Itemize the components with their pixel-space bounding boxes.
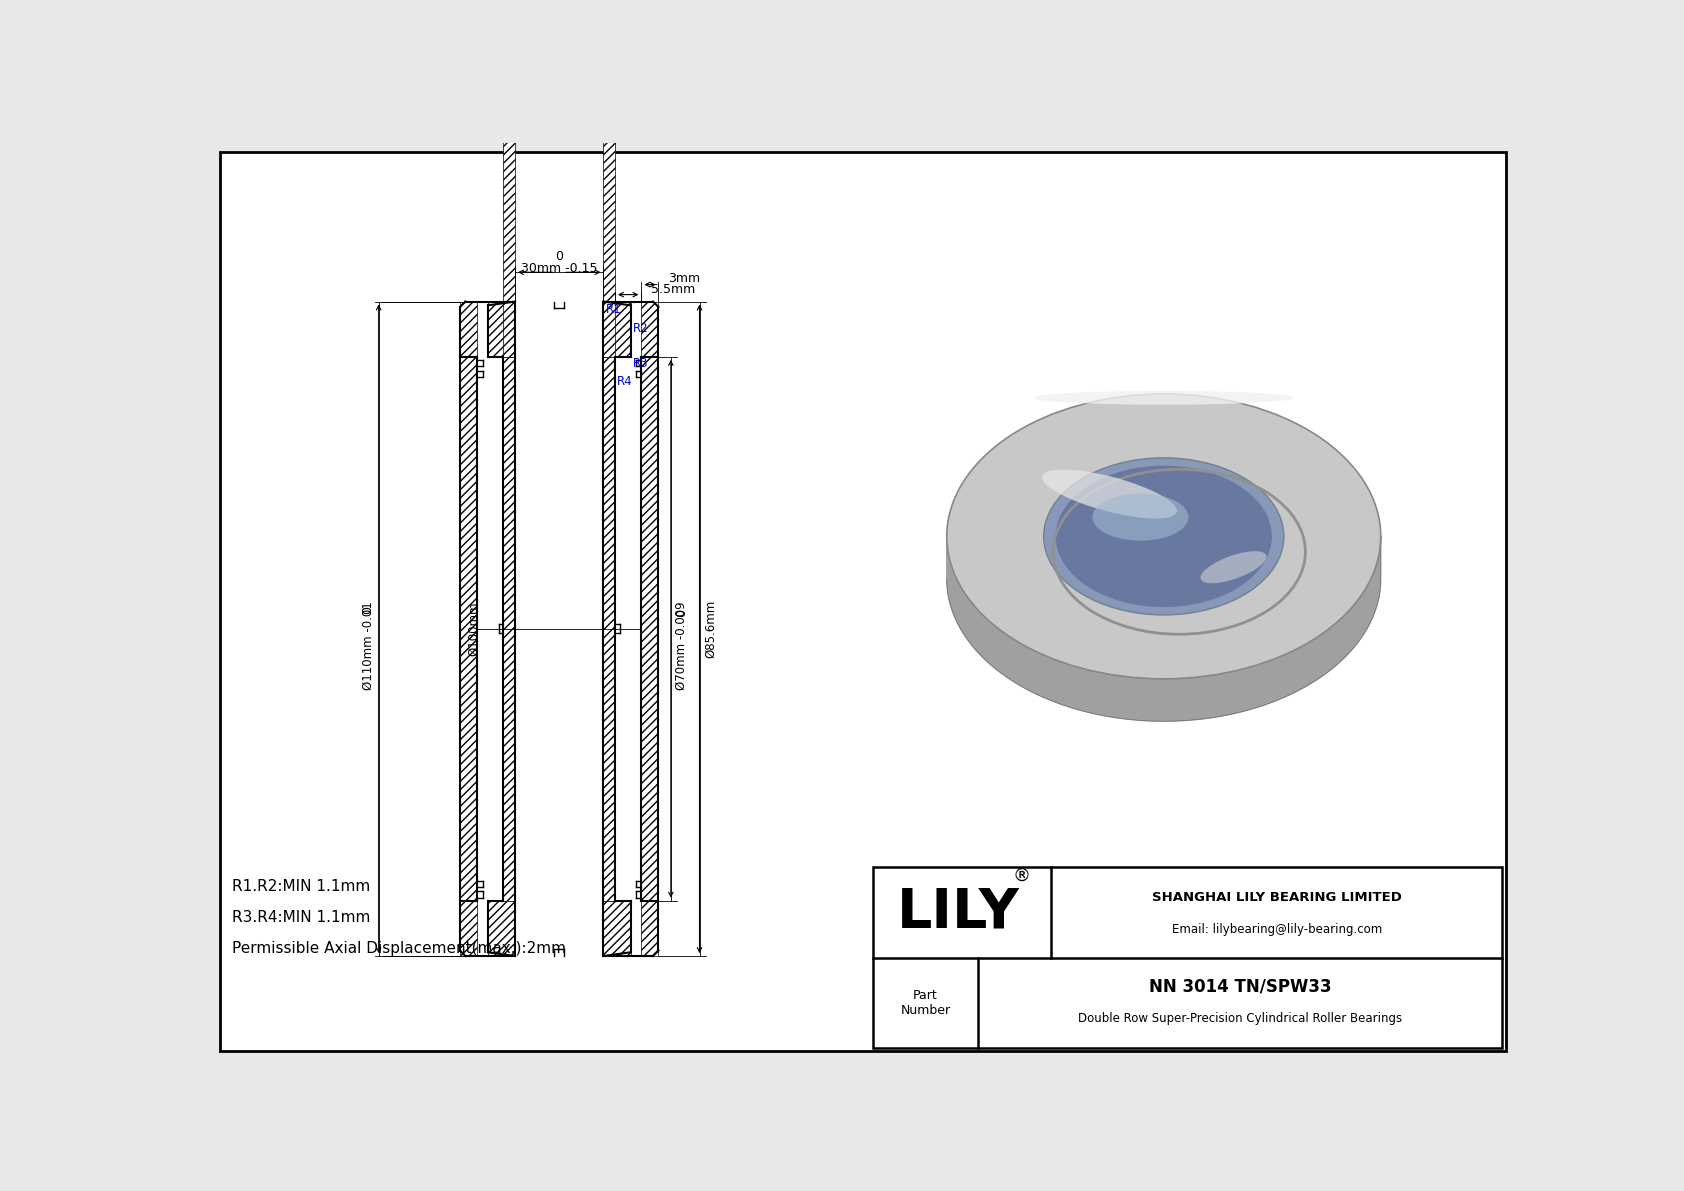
Text: Part
Number: Part Number [901, 990, 950, 1017]
Text: R2: R2 [633, 322, 648, 335]
Ellipse shape [1044, 500, 1283, 657]
Bar [488, 900, 515, 956]
Text: 0: 0 [556, 250, 562, 263]
Bar [488, 301, 515, 357]
Text: Ø85.6mm: Ø85.6mm [704, 599, 717, 657]
Bar [603, 357, 615, 900]
Bar [603, 900, 630, 956]
Polygon shape [946, 536, 1381, 722]
Text: Double Row Super-Precision Cylindrical Roller Bearings: Double Row Super-Precision Cylindrical R… [1078, 1012, 1403, 1025]
Text: 5.5mm: 5.5mm [650, 283, 695, 297]
Text: R3: R3 [633, 356, 648, 369]
Text: Email: lilybearing@lily-bearing.com: Email: lilybearing@lily-bearing.com [1172, 923, 1383, 936]
Ellipse shape [1056, 466, 1271, 607]
Text: R1: R1 [606, 303, 621, 316]
Ellipse shape [1034, 391, 1293, 405]
Text: 0: 0 [675, 610, 689, 617]
Ellipse shape [1044, 457, 1283, 615]
Text: R3.R4:MIN 1.1mm: R3.R4:MIN 1.1mm [232, 910, 370, 925]
Bar [477, 357, 642, 900]
Text: Ø110mm -0.01: Ø110mm -0.01 [362, 601, 374, 690]
Text: LILY: LILY [898, 886, 1021, 940]
Text: ®: ® [1012, 867, 1031, 885]
Bar [504, 0, 515, 357]
Ellipse shape [1201, 551, 1266, 584]
Polygon shape [1044, 536, 1283, 657]
Text: R1.R2:MIN 1.1mm: R1.R2:MIN 1.1mm [232, 879, 370, 894]
Ellipse shape [1042, 469, 1177, 518]
Text: SHANGHAI LILY BEARING LIMITED: SHANGHAI LILY BEARING LIMITED [1152, 891, 1401, 904]
Text: NN 3014 TN/SPW33: NN 3014 TN/SPW33 [1148, 978, 1332, 996]
Text: Ø70mm -0.009: Ø70mm -0.009 [675, 601, 689, 690]
Text: R4: R4 [618, 375, 633, 388]
Text: 30mm -0.15: 30mm -0.15 [520, 262, 598, 275]
Text: Permissible Axial Displacement(max.):2mm: Permissible Axial Displacement(max.):2mm [232, 941, 566, 956]
Ellipse shape [946, 394, 1381, 679]
Bar [603, 301, 630, 357]
Text: 0: 0 [362, 605, 374, 613]
Bar [515, 301, 603, 956]
Bar [642, 301, 658, 956]
Bar [460, 301, 658, 956]
Ellipse shape [1093, 493, 1189, 541]
Text: Ø100mm: Ø100mm [468, 601, 480, 656]
Bar [872, 867, 1502, 1048]
Bar [504, 357, 515, 900]
Bar [460, 301, 477, 956]
Text: 3mm: 3mm [669, 272, 701, 285]
Bar [504, 357, 615, 900]
Bar [603, 0, 615, 357]
